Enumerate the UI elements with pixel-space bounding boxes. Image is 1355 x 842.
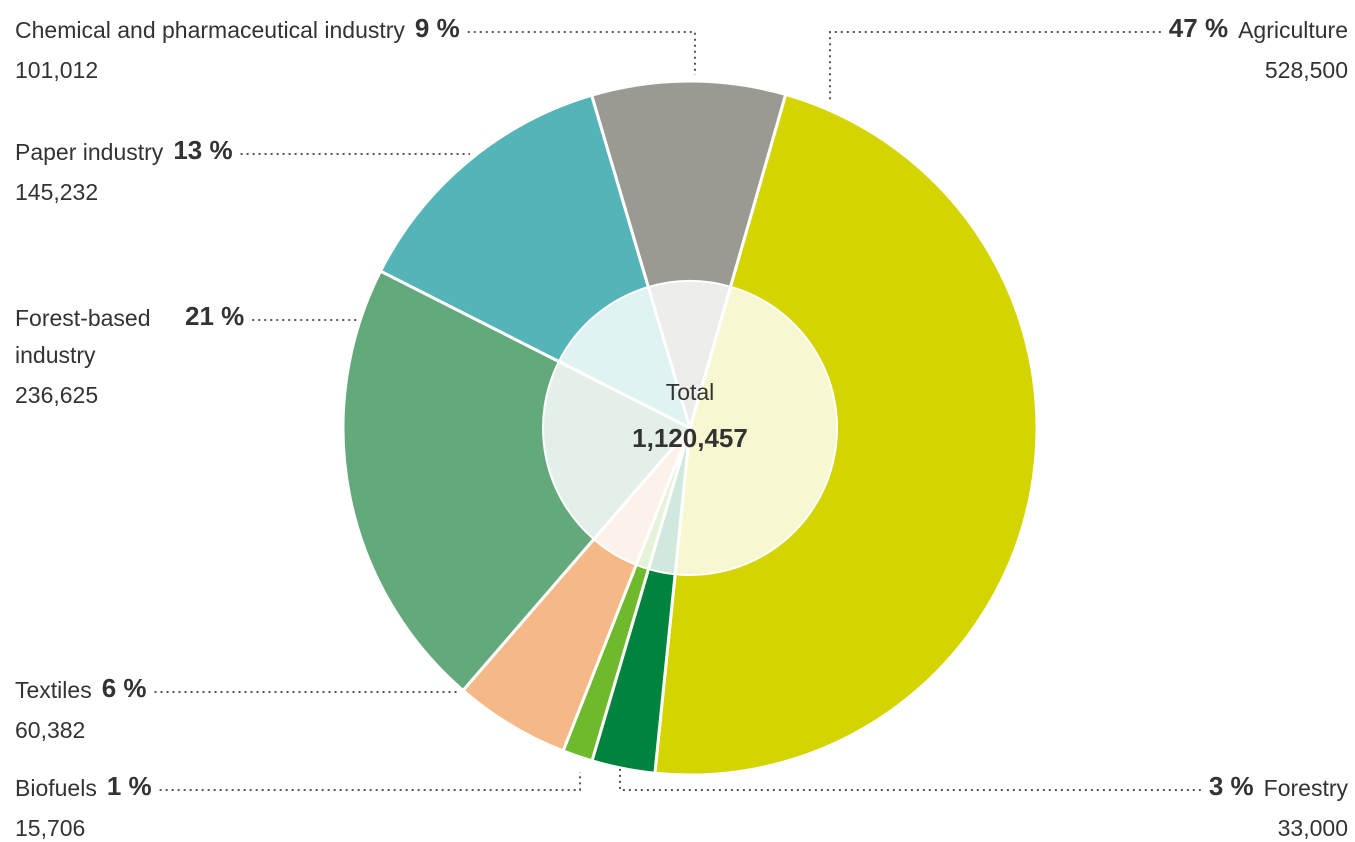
pie-slice — [653, 92, 1039, 777]
category-label: Textiles — [15, 677, 92, 703]
inner-slice — [557, 285, 692, 430]
category-label: Forest-based industry — [15, 305, 151, 368]
category-label: Biofuels — [15, 775, 97, 801]
percent-label: 47 % — [1168, 13, 1229, 43]
pie-slice — [589, 79, 788, 434]
percent-label: 1 % — [106, 771, 152, 801]
inner-slice — [647, 280, 732, 432]
total-value: 1,120,457 — [632, 423, 748, 453]
inner-slice — [542, 360, 692, 541]
value-label: 528,500 — [1264, 57, 1348, 83]
inner-slice — [674, 285, 838, 576]
total-label: Total — [665, 379, 715, 405]
leader-line — [829, 31, 1161, 100]
percent-label: 3 % — [1208, 771, 1254, 801]
percent-label: 6 % — [101, 673, 147, 703]
value-label: 60,382 — [15, 717, 86, 743]
category-label: Forestry — [1263, 775, 1348, 801]
leader-line — [467, 31, 696, 75]
category-label: Chemical and pharmaceutical industry — [15, 17, 405, 43]
category-label: Agriculture — [1238, 17, 1348, 43]
value-label: 145,232 — [15, 179, 99, 205]
pie-slice — [341, 269, 693, 693]
value-label: 33,000 — [1277, 815, 1348, 841]
value-label: 101,012 — [15, 57, 99, 83]
percent-label: 13 % — [173, 135, 233, 165]
percent-label: 9 % — [414, 13, 460, 43]
category-label: Paper industry — [15, 139, 164, 165]
percent-label: 21 % — [185, 301, 245, 331]
leader-line — [159, 772, 581, 791]
value-label: 15,706 — [15, 815, 86, 841]
leader-line — [619, 768, 1201, 791]
value-label: 236,625 — [15, 382, 99, 408]
